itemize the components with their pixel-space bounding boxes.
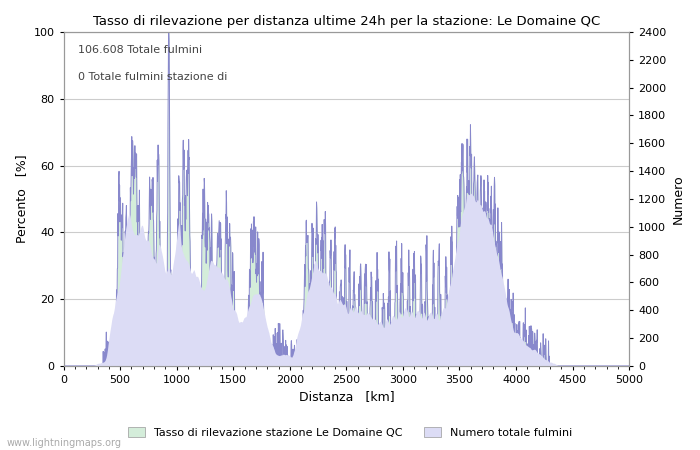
Y-axis label: Numero: Numero [672,174,685,224]
Y-axis label: Percento   [%]: Percento [%] [15,155,28,243]
Title: Tasso di rilevazione per distanza ultime 24h per la stazione: Le Domaine QC: Tasso di rilevazione per distanza ultime… [92,15,600,28]
Text: 106.608 Totale fulmini: 106.608 Totale fulmini [78,45,202,55]
Text: www.lightningmaps.org: www.lightningmaps.org [7,438,122,448]
Legend: Tasso di rilevazione stazione Le Domaine QC, Numero totale fulmini: Tasso di rilevazione stazione Le Domaine… [123,423,577,442]
X-axis label: Distanza   [km]: Distanza [km] [299,391,394,404]
Text: 0 Totale fulmini stazione di: 0 Totale fulmini stazione di [78,72,227,82]
